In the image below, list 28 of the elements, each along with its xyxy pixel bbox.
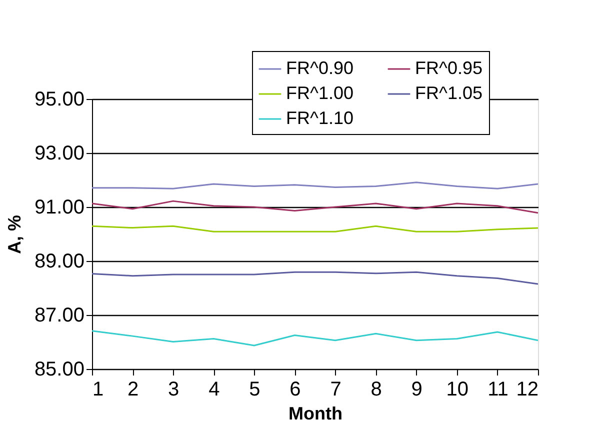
legend-label: FR^0.90 (286, 58, 354, 78)
legend-label: FR^1.05 (415, 83, 482, 103)
y-tick-label: 91.00 (34, 196, 84, 218)
line-series (92, 330, 538, 346)
x-tick-label: 3 (168, 378, 180, 400)
x-tick-label: 12 (516, 378, 538, 400)
x-tick-label: 11 (488, 378, 508, 400)
y-tick-label: 89.00 (34, 250, 84, 272)
legend-label: FR^0.95 (415, 58, 482, 78)
x-tick-label: 6 (290, 378, 301, 400)
x-tick-label: 10 (446, 378, 469, 400)
y-tick-label: 95.00 (34, 88, 84, 110)
legend-label: FR^1.00 (286, 83, 354, 103)
x-tick-label: 1 (92, 378, 104, 400)
y-tick-label: 87.00 (34, 304, 84, 326)
legend-label: FR^1.10 (286, 108, 354, 128)
x-axis-title: Month (288, 404, 342, 424)
y-axis-title: A, % (4, 214, 24, 254)
x-tick-label: 8 (370, 378, 382, 400)
x-tick-label: 7 (330, 378, 342, 400)
line-series (92, 182, 538, 190)
x-tick-label: 4 (208, 378, 220, 400)
y-tick-label: 93.00 (34, 142, 84, 164)
x-tick-label: 9 (411, 378, 422, 400)
line-series (92, 271, 538, 285)
x-tick-label: 2 (127, 378, 139, 400)
x-tick-label: 5 (249, 378, 260, 400)
y-tick-label: 85.00 (34, 358, 84, 380)
